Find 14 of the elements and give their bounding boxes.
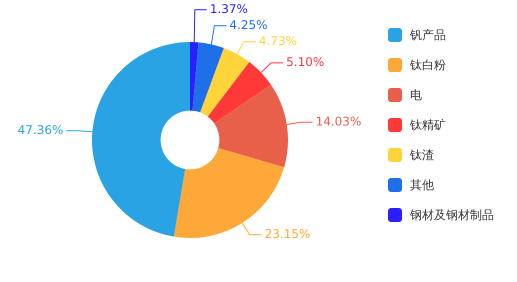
data-label: 5.10% xyxy=(286,54,324,69)
legend-label: 钒产品 xyxy=(410,26,446,44)
legend-label: 电 xyxy=(410,86,422,104)
legend-label: 其他 xyxy=(410,176,434,194)
data-label: 4.25% xyxy=(229,18,268,32)
data-label: 47.36% xyxy=(18,122,64,137)
legend-label: 钛白粉 xyxy=(410,56,446,74)
legend-label: 钛渣 xyxy=(410,146,434,164)
data-label: 1.37% xyxy=(210,2,248,16)
legend-label: 钛精矿 xyxy=(410,116,446,134)
data-label: 23.15% xyxy=(264,226,310,241)
data-label: 4.73% xyxy=(258,34,297,48)
data-label: 14.03% xyxy=(316,114,362,128)
legend-label: 钢材及钢材制品 xyxy=(410,206,494,224)
